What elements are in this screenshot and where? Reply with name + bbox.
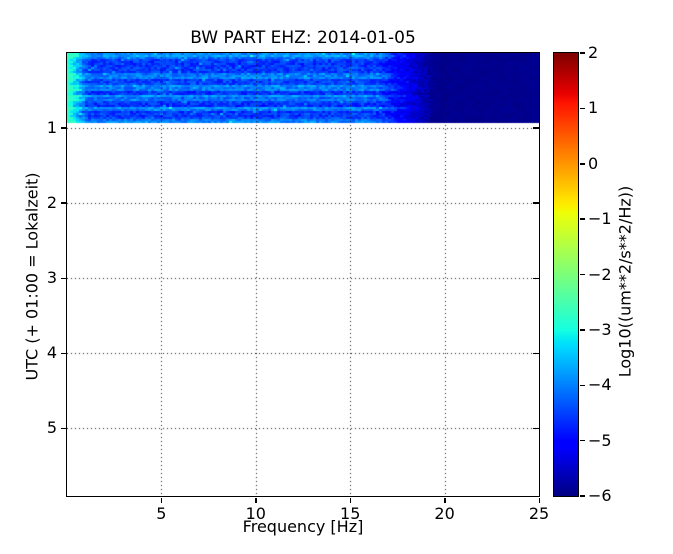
colorbar-tick-label: −5 (588, 430, 612, 450)
x-axis-tick (538, 497, 540, 503)
colorbar-tick-label: 0 (588, 153, 599, 173)
colorbar-tick-label: −4 (588, 375, 612, 395)
x-axis-tick-label: 20 (434, 504, 455, 523)
y-axis-tick (60, 277, 66, 279)
colorbar-tick (579, 329, 585, 331)
x-axis-tick (444, 497, 446, 503)
colorbar-tick (579, 218, 585, 220)
colorbar-tick-label: −6 (588, 486, 612, 505)
y-axis-tick (60, 202, 66, 204)
colorbar-tick (579, 163, 585, 165)
y-axis-tick-right (533, 277, 539, 279)
colorbar-canvas (554, 53, 578, 496)
colorbar-tick-label: 2 (588, 43, 599, 62)
x-axis-tick-label: 5 (156, 504, 167, 523)
colorbar-tick-label: −2 (588, 264, 612, 284)
y-axis-tick-right (533, 352, 539, 355)
x-axis-label: Frequency [Hz] (242, 517, 364, 536)
y-axis-tick-label: 2 (46, 193, 57, 213)
y-axis-tick (60, 352, 66, 355)
colorbar-tick (579, 273, 585, 276)
x-axis-tick-label: 15 (340, 504, 361, 523)
plot-title: BW PART EHZ: 2014-01-05 (190, 28, 416, 48)
y-axis-tick (60, 427, 66, 430)
x-axis-tick-label: 10 (245, 504, 266, 523)
y-axis-tick-right (533, 127, 539, 129)
x-axis-tick (160, 497, 163, 503)
colorbar-tick (579, 52, 585, 54)
x-axis-tick (255, 497, 257, 503)
x-axis-tick (349, 497, 352, 503)
y-axis-tick-label: 3 (46, 268, 57, 288)
y-axis-tick (60, 127, 66, 129)
colorbar-label: Log10((um**2/s**2/Hz)) (615, 185, 635, 378)
y-axis-tick-right (533, 202, 539, 204)
colorbar-tick (579, 384, 585, 386)
y-axis-tick-label: 1 (46, 118, 57, 138)
colorbar-tick-label: −3 (588, 319, 612, 339)
x-axis-tick-label: 25 (528, 504, 550, 523)
colorbar-tick (579, 439, 585, 442)
y-axis-tick-label: 5 (46, 418, 57, 438)
y-axis-label: UTC (+ 01:00 = Lokalzeit) (22, 172, 42, 381)
colorbar-tick-label: −1 (588, 209, 612, 229)
spectrogram-canvas (67, 53, 539, 496)
y-axis-tick-label: 4 (46, 343, 57, 363)
colorbar-tick (579, 495, 585, 497)
colorbar-tick-label: 1 (588, 98, 599, 118)
colorbar-tick (579, 107, 585, 110)
y-axis-tick-right (533, 427, 539, 430)
